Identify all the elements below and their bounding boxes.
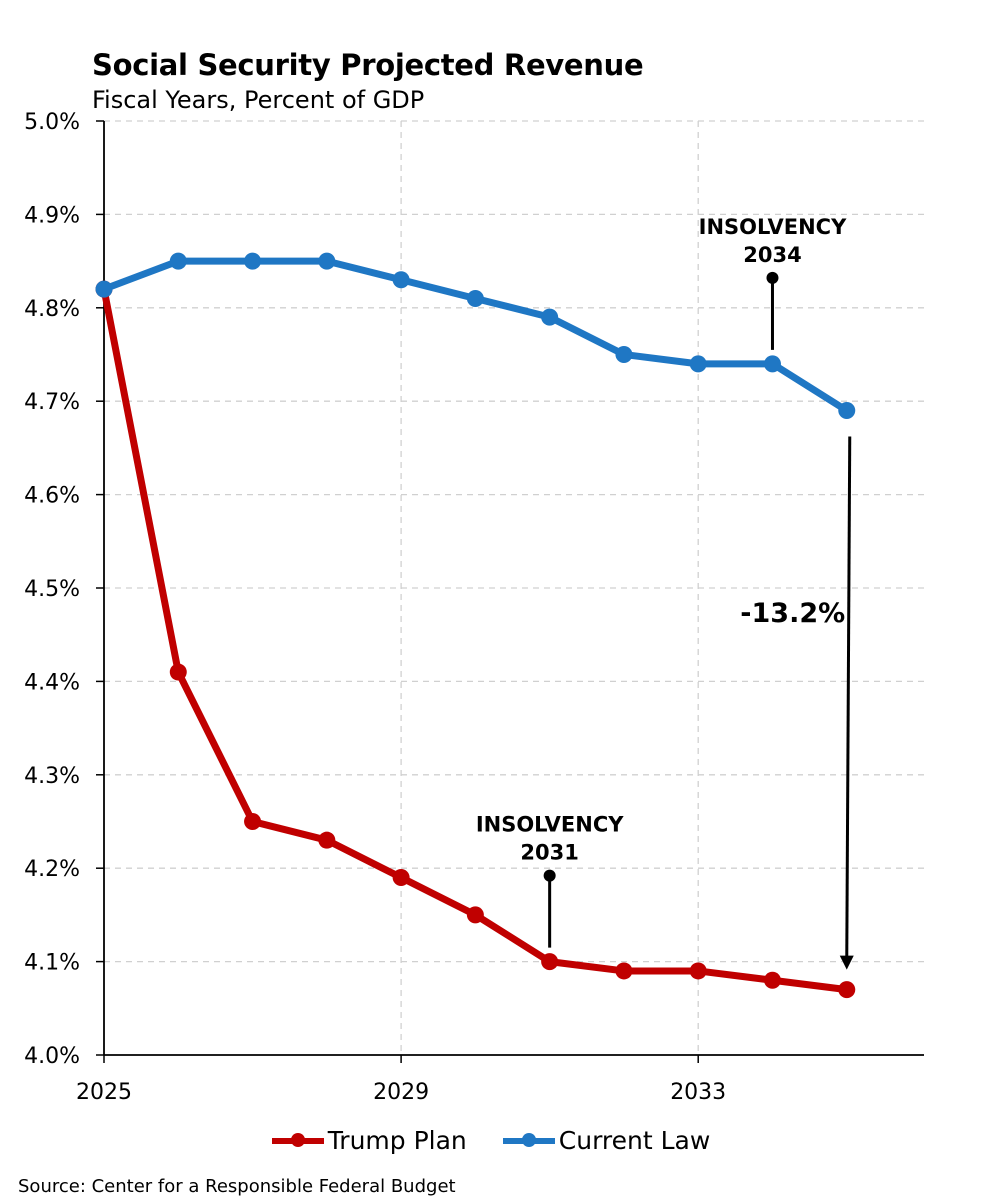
data-point-current-law [763, 355, 781, 373]
y-tick-label: 4.0% [24, 1044, 80, 1069]
data-point-current-law [689, 355, 707, 373]
chart-subtitle: Fiscal Years, Percent of GDP [92, 86, 425, 114]
data-point-trump-plan [689, 962, 707, 980]
data-point-current-law [838, 402, 856, 420]
y-tick-label: 4.3% [24, 764, 80, 789]
y-tick-label: 5.0% [24, 110, 80, 135]
data-point-trump-plan [763, 971, 781, 989]
annotation-label: INSOLVENCY [699, 215, 847, 239]
data-point-trump-plan [541, 953, 559, 971]
y-tick-label: 4.1% [24, 951, 80, 976]
series-line-current-law [100, 257, 851, 415]
data-point-trump-plan [244, 813, 262, 830]
annotation-dot [543, 869, 556, 882]
data-point-current-law [169, 252, 187, 270]
annotation-year: 2031 [520, 841, 578, 865]
series-line-trump-plan [100, 285, 851, 994]
data-point-current-law [318, 252, 336, 270]
source-note: Source: Center for a Responsible Federal… [18, 1176, 456, 1197]
y-tick-label: 4.2% [24, 857, 80, 882]
legend-item-current-law: Current Law [502, 1126, 711, 1155]
annotation-year: 2034 [743, 243, 801, 267]
y-tick-label: 4.8% [24, 297, 80, 322]
chart-title: Social Security Projected Revenue [92, 48, 644, 82]
x-tick-label: 2029 [373, 1080, 429, 1105]
x-tick-label: 2025 [76, 1080, 132, 1105]
data-point-current-law [95, 280, 113, 298]
legend-swatch-trump-plan [271, 1132, 324, 1147]
y-tick-label: 4.6% [24, 484, 80, 509]
data-point-trump-plan [169, 663, 187, 681]
y-tick-label: 4.4% [24, 670, 80, 695]
data-point-current-law [392, 271, 410, 289]
legend-label-current-law: Current Law [558, 1126, 711, 1155]
data-point-current-law [541, 308, 559, 326]
data-point-current-law [615, 346, 633, 363]
annotation-dot [766, 271, 779, 284]
difference-arrowhead [839, 955, 854, 970]
difference-label: -13.2% [740, 598, 845, 629]
data-point-trump-plan [838, 981, 856, 999]
data-point-current-law [466, 289, 484, 307]
data-point-current-law [244, 252, 262, 270]
legend: Trump Plan Current Law [0, 1126, 982, 1155]
y-tick-label: 4.7% [24, 390, 80, 415]
data-point-trump-plan [392, 869, 410, 887]
legend-swatch-current-law [502, 1132, 555, 1147]
difference-arrow [845, 436, 852, 958]
legend-label-trump-plan: Trump Plan [327, 1126, 467, 1155]
legend-item-trump-plan: Trump Plan [271, 1126, 467, 1155]
annotation-label: INSOLVENCY [476, 813, 624, 837]
data-point-trump-plan [466, 906, 484, 924]
data-point-trump-plan [615, 962, 633, 980]
y-tick-label: 4.9% [24, 203, 80, 228]
data-point-trump-plan [318, 831, 336, 849]
x-tick-label: 2033 [670, 1080, 726, 1105]
y-tick-label: 4.5% [24, 577, 80, 602]
